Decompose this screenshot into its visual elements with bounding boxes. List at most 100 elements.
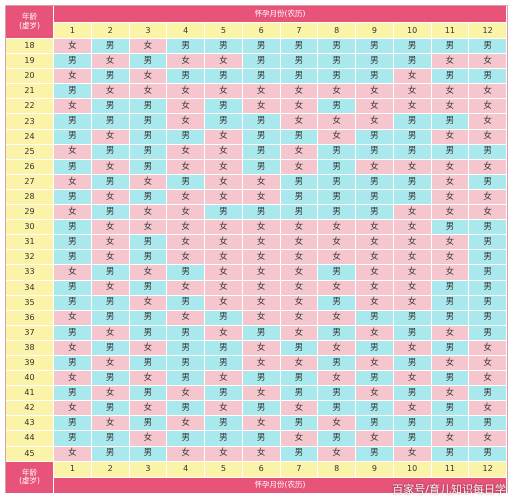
age-label-42: 42: [6, 401, 54, 417]
prediction-cell: 男: [242, 54, 281, 70]
prediction-cell: 女: [129, 371, 168, 387]
month-footer-1: 1: [54, 461, 92, 478]
prediction-cell: 女: [167, 84, 205, 100]
prediction-cell: 女: [431, 386, 470, 402]
prediction-cell: 男: [393, 431, 432, 447]
prediction-cell: 男: [280, 39, 319, 55]
month-header-8: 8: [318, 23, 356, 39]
prediction-cell: 女: [91, 220, 130, 236]
prediction-cell: 女: [242, 386, 281, 402]
prediction-cell: 女: [318, 371, 356, 387]
prediction-cell: 男: [318, 401, 356, 417]
prediction-cell: 女: [431, 235, 470, 251]
prediction-cell: 女: [356, 114, 394, 130]
age-label-26: 26: [6, 159, 54, 175]
prediction-cell: 女: [54, 174, 92, 190]
age-label-34: 34: [6, 280, 54, 296]
prediction-cell: 男: [54, 416, 92, 432]
prediction-cell: 男: [91, 340, 130, 356]
prediction-cell: 女: [167, 54, 205, 70]
prediction-cell: 男: [129, 189, 168, 206]
prediction-cell: 男: [318, 54, 356, 70]
prediction-cell: 女: [431, 129, 470, 145]
prediction-cell: 男: [54, 386, 92, 402]
prediction-cell: 女: [91, 280, 130, 296]
age-label-45: 45: [6, 446, 54, 462]
prediction-cell: 男: [431, 144, 470, 160]
prediction-cell: 女: [242, 446, 281, 462]
prediction-cell: 女: [129, 401, 168, 417]
prediction-cell: 女: [280, 431, 319, 447]
age-label-40: 40: [6, 371, 54, 387]
prediction-cell: 女: [54, 371, 92, 387]
prediction-cell: 女: [469, 54, 507, 70]
prediction-cell: 女: [431, 250, 470, 266]
prediction-cell: 男: [318, 174, 356, 190]
month-header-5: 5: [205, 23, 243, 39]
month-footer-10: 10: [393, 461, 432, 478]
month-header-1: 1: [54, 23, 92, 39]
age-label-24: 24: [6, 129, 54, 145]
prediction-cell: 女: [205, 371, 243, 387]
prediction-cell: 男: [356, 401, 394, 417]
prediction-cell: 男: [167, 340, 205, 356]
prediction-cell: 男: [280, 371, 319, 387]
prediction-cell: 男: [129, 250, 168, 266]
prediction-cell: 女: [167, 310, 205, 326]
month-header-title: 怀孕月份(农历): [54, 6, 507, 23]
month-header-3: 3: [129, 23, 168, 39]
prediction-cell: 女: [431, 265, 470, 281]
prediction-cell: 男: [242, 39, 281, 55]
prediction-cell: 男: [469, 265, 507, 281]
prediction-cell: 女: [129, 174, 168, 190]
prediction-cell: 男: [167, 129, 205, 145]
prediction-cell: 女: [242, 340, 281, 356]
prediction-cell: 男: [469, 280, 507, 296]
prediction-cell: 男: [431, 114, 470, 130]
prediction-cell: 男: [393, 114, 432, 130]
prediction-cell: 女: [393, 446, 432, 462]
prediction-cell: 女: [54, 310, 92, 326]
prediction-cell: 男: [129, 355, 168, 372]
prediction-cell: 女: [469, 99, 507, 115]
prediction-cell: 男: [356, 129, 394, 145]
prediction-cell: 男: [129, 325, 168, 341]
prediction-cell: 女: [356, 220, 394, 236]
prediction-cell: 男: [393, 325, 432, 341]
prediction-cell: 女: [469, 371, 507, 387]
prediction-cell: 女: [431, 174, 470, 190]
prediction-cell: 女: [469, 340, 507, 356]
prediction-cell: 女: [129, 220, 168, 236]
corner-sublabel: (虚岁): [19, 476, 40, 486]
prediction-cell: 女: [393, 340, 432, 356]
prediction-cell: 女: [91, 54, 130, 70]
prediction-cell: 女: [318, 446, 356, 462]
prediction-cell: 男: [54, 220, 92, 236]
prediction-cell: 女: [205, 250, 243, 266]
prediction-cell: 女: [129, 205, 168, 221]
prediction-cell: 男: [318, 39, 356, 55]
prediction-cell: 女: [280, 295, 319, 311]
prediction-cell: 男: [431, 69, 470, 85]
prediction-cell: 男: [393, 310, 432, 326]
prediction-cell: 男: [54, 159, 92, 175]
prediction-cell: 男: [356, 416, 394, 432]
prediction-cell: 男: [167, 371, 205, 387]
age-label-41: 41: [6, 386, 54, 402]
prediction-cell: 男: [318, 295, 356, 311]
prediction-cell: 男: [318, 69, 356, 85]
prediction-cell: 男: [469, 416, 507, 432]
prediction-cell: 女: [242, 84, 281, 100]
prediction-cell: 女: [167, 386, 205, 402]
prediction-cell: 男: [129, 310, 168, 326]
prediction-cell: 女: [393, 371, 432, 387]
age-label-21: 21: [6, 84, 54, 100]
prediction-cell: 男: [205, 386, 243, 402]
prediction-cell: 男: [431, 39, 470, 55]
month-header-2: 2: [91, 23, 130, 39]
prediction-cell: 男: [356, 54, 394, 70]
prediction-cell: 男: [167, 401, 205, 417]
prediction-cell: 男: [469, 220, 507, 236]
prediction-cell: 女: [205, 401, 243, 417]
prediction-cell: 女: [167, 416, 205, 432]
